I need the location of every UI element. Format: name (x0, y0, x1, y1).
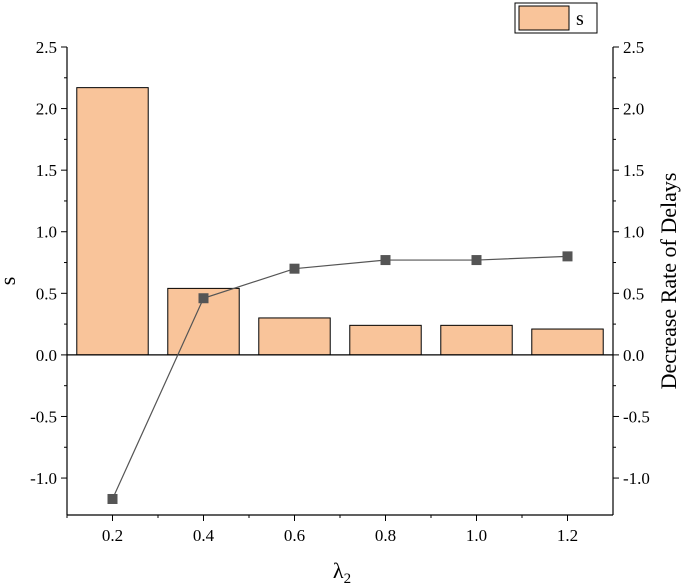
right-tick-label: 1.5 (623, 161, 644, 180)
x-tick-label: 0.4 (193, 526, 215, 545)
left-tick-label: 2.0 (36, 100, 57, 119)
right-tick-label: 2.5 (623, 38, 644, 57)
left-tick-label: 0.0 (36, 346, 57, 365)
x-tick-label: 0.6 (284, 526, 305, 545)
right-tick-label: 0.5 (623, 284, 644, 303)
right-tick-label: 2.0 (623, 100, 644, 119)
right-tick-label: -0.5 (623, 407, 650, 426)
right-tick-label: 0.0 (623, 346, 644, 365)
left-tick-label: 1.0 (36, 223, 57, 242)
x-tick-label: 1.0 (466, 526, 487, 545)
line-series-group (107, 251, 573, 504)
left-axis-title: s (0, 277, 20, 286)
x-tick-label: 1.2 (557, 526, 578, 545)
bar-0.6 (258, 317, 331, 356)
left-tick-label: 2.5 (36, 38, 57, 57)
line-marker-0.4 (198, 293, 209, 304)
right-tick-label: 1.0 (623, 223, 644, 242)
line-series (111, 255, 568, 500)
left-tick-label: 0.5 (36, 284, 57, 303)
labels-group: -1.0 -1.0 -0.5 -0.5 0.0 0.0 0.5 0.5 1.0 1.0 1.5 1.5… (0, 38, 681, 585)
x-tick-label: 0.8 (375, 526, 396, 545)
left-tick-label: -0.5 (30, 407, 57, 426)
legend-label: s (576, 8, 584, 30)
bar-1.2 (531, 328, 604, 356)
x-tick-label: 0.2 (102, 526, 123, 545)
bars-group (76, 87, 604, 356)
line-marker-1.2 (562, 251, 573, 262)
legend: s (514, 2, 598, 34)
right-tick-label: -1.0 (623, 469, 650, 488)
line-marker-1.0 (471, 255, 482, 266)
left-tick-label: 1.5 (36, 161, 57, 180)
right-axis-title: Decrease Rate of Delays (656, 173, 681, 390)
axes-group (61, 46, 619, 521)
line-marker-0.2 (107, 493, 118, 504)
bar-1.0 (440, 324, 513, 356)
bar-0.2 (76, 87, 149, 356)
legend-swatch (518, 5, 570, 31)
left-tick-label: -1.0 (30, 469, 57, 488)
line-marker-0.6 (289, 263, 300, 274)
line-marker-0.8 (380, 255, 391, 266)
bar-0.8 (349, 324, 422, 356)
x-axis-title: λ2 (333, 558, 351, 585)
